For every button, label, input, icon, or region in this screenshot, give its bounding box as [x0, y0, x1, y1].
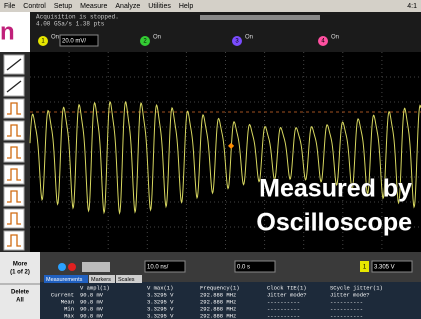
- table-cell: ----------: [330, 305, 363, 312]
- row-label: Min: [64, 305, 74, 312]
- tool-button[interactable]: [4, 165, 24, 184]
- table-cell: 3.3295 V: [147, 298, 174, 305]
- tool-button[interactable]: [82, 262, 110, 272]
- tool-button[interactable]: [4, 231, 24, 250]
- menu-item[interactable]: Control: [23, 3, 46, 10]
- channel-state: On: [245, 35, 253, 41]
- delete-button[interactable]: Delete: [11, 290, 30, 296]
- delete-button[interactable]: All: [16, 298, 24, 304]
- menu-item[interactable]: Help: [179, 3, 194, 10]
- tool-button[interactable]: [4, 121, 24, 140]
- table-cell: ----------: [267, 298, 300, 305]
- trigger-marker: ◆: [228, 141, 235, 150]
- channel-state: On: [51, 35, 59, 41]
- table-header: SCycle jitter(1): [330, 284, 383, 291]
- row-label: Max: [64, 312, 75, 319]
- overlay-text: Oscilloscope: [256, 209, 412, 237]
- channel-state: On: [153, 35, 161, 41]
- table-cell: 292.888 MHz: [200, 305, 236, 312]
- status-line: 4.00 GSa/s 1.38 pts: [36, 21, 105, 28]
- tool-button[interactable]: [4, 187, 24, 206]
- slide-text: n: [0, 18, 15, 45]
- table-header: Clock TIE(1): [267, 284, 307, 291]
- table-cell: 90.8 mV: [80, 291, 104, 298]
- table-header: Frequency(1): [200, 284, 240, 291]
- table-cell: 3.3295 V: [147, 312, 174, 319]
- table-cell: ----------: [330, 298, 363, 305]
- tab-label[interactable]: Scales: [118, 277, 135, 283]
- channel-state: On: [331, 35, 339, 41]
- table-cell: 90.8 mV: [80, 305, 104, 312]
- table-header: V ampl(1): [80, 284, 110, 291]
- table-header: V max(1): [147, 284, 173, 291]
- table-cell: ----------: [267, 312, 300, 319]
- clock: 4:1: [407, 3, 417, 10]
- status-line: Acquisition is stopped.: [36, 14, 119, 21]
- row-label: Current: [51, 291, 74, 298]
- tab-label[interactable]: Measurements: [46, 277, 83, 283]
- table-cell: 292.888 MHz: [200, 312, 236, 319]
- more-button[interactable]: (1 of 2): [10, 270, 30, 276]
- overlay-text: Measured by: [259, 175, 412, 203]
- menu-item[interactable]: Setup: [54, 3, 72, 10]
- table-cell: Jitter mode?: [267, 291, 307, 298]
- table-cell: 90.8 mV: [80, 312, 104, 319]
- tool-button[interactable]: [4, 143, 24, 162]
- tool-button[interactable]: [4, 209, 24, 228]
- channel-scale: 20.0 mV/: [62, 39, 86, 45]
- run-button[interactable]: [58, 263, 66, 271]
- table-cell: Jitter mode?: [330, 291, 370, 298]
- table-cell: 3.3295 V: [147, 305, 174, 312]
- table-cell: 3.3295 V: [147, 291, 174, 298]
- delay: 0.0 s: [237, 265, 250, 271]
- table-cell: 90.8 mV: [80, 298, 104, 305]
- progress-bar: [200, 15, 320, 20]
- table-cell: ----------: [330, 312, 363, 319]
- menu-item[interactable]: Utilities: [148, 3, 171, 10]
- table-cell: 292.888 MHz: [200, 291, 236, 298]
- timebase: 10.0 ns/: [147, 265, 169, 271]
- oscilloscope-screen: File Control Setup Measure Analyze Utilities H…: [0, 0, 421, 319]
- page: File Control Setup Measure Analyze Utilities H…: [0, 0, 421, 319]
- menu-item[interactable]: Measure: [80, 3, 107, 10]
- table-cell: 292.888 MHz: [200, 298, 236, 305]
- row-label: Mean: [61, 298, 74, 305]
- more-button[interactable]: More: [13, 262, 28, 268]
- table-cell: ----------: [267, 305, 300, 312]
- trigger-level: 3.305 V: [374, 265, 395, 271]
- menu-item[interactable]: File: [4, 3, 15, 10]
- menu-item[interactable]: Analyze: [115, 3, 140, 10]
- run-button[interactable]: [68, 263, 76, 271]
- tool-button[interactable]: [4, 99, 24, 118]
- tab-label[interactable]: Markers: [91, 277, 111, 283]
